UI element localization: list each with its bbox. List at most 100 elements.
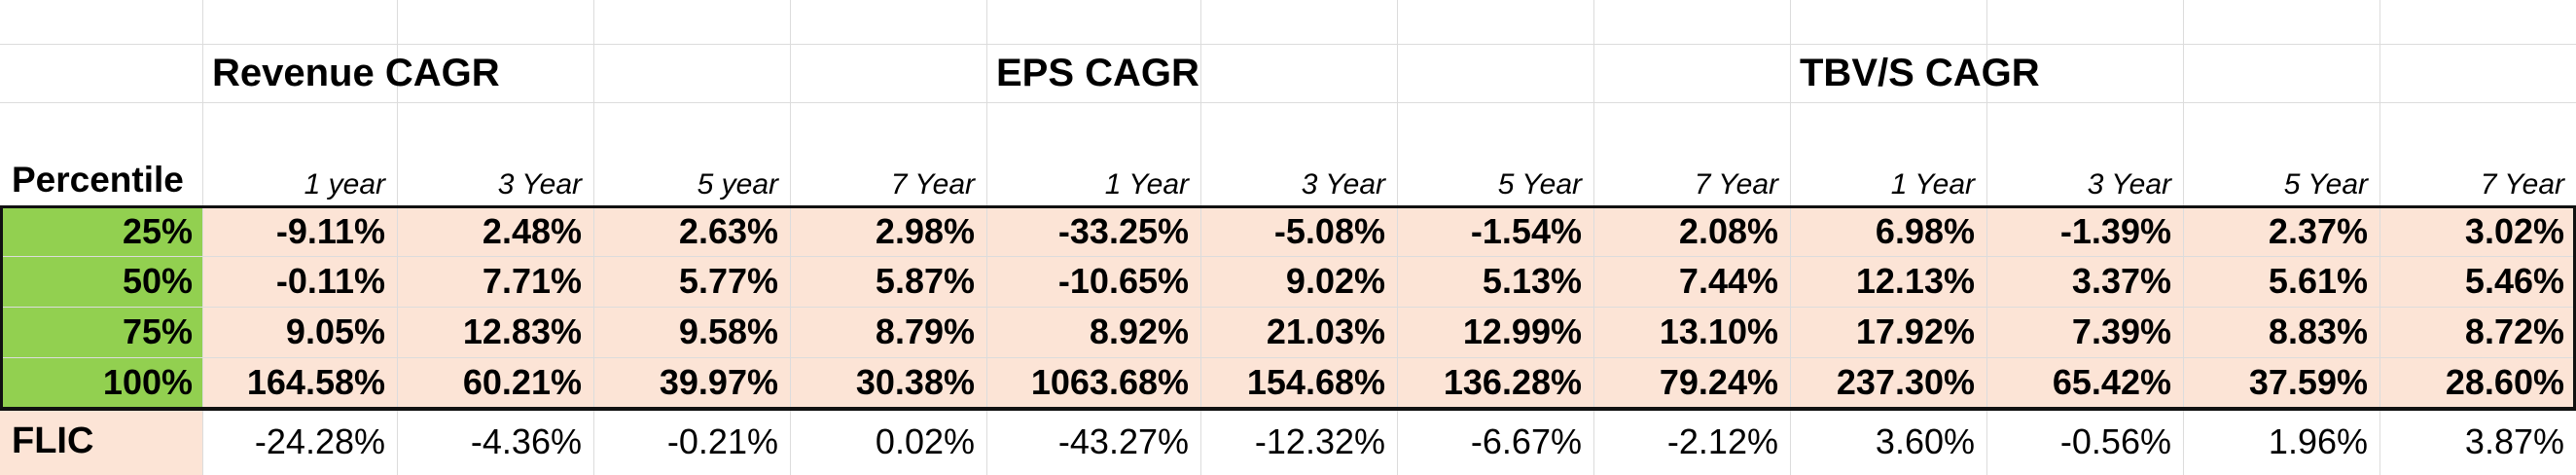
column-header[interactable]: 5 year [697,168,778,201]
column-header[interactable]: 1 Year [1890,168,1975,201]
grid-col-line [1790,0,1791,475]
table-cell[interactable]: 39.97% [659,362,778,402]
grid-col-line [986,0,987,475]
column-header[interactable]: 3 Year [497,168,582,201]
column-header[interactable]: 1 year [304,168,385,201]
table-cell[interactable]: 12.99% [1462,311,1582,351]
table-cell[interactable]: 5.13% [1482,261,1582,301]
table-cell[interactable]: 5.77% [678,261,778,301]
flic-cell[interactable]: -4.36% [470,421,582,461]
grid-col-line [1986,0,1987,475]
table-cell[interactable]: 7.39% [2071,311,2171,351]
percentile-label[interactable]: 100% [102,362,193,402]
flic-cell[interactable]: 3.87% [2464,421,2564,461]
table-cell[interactable]: 37.59% [2248,362,2368,402]
table-cell[interactable]: 5.46% [2464,261,2564,301]
column-header[interactable]: 5 Year [2283,168,2368,201]
table-cell[interactable]: 2.63% [678,211,778,251]
table-cell[interactable]: 5.61% [2268,261,2368,301]
grid-row-line [0,307,2576,308]
table-cell[interactable]: 28.60% [2445,362,2564,402]
column-header[interactable]: 5 Year [1497,168,1582,201]
flic-label-fill [0,408,202,475]
table-cell[interactable]: 2.37% [2268,211,2368,251]
grid-col-line [2379,0,2380,475]
table-cell[interactable]: -33.25% [1057,211,1189,251]
table-cell[interactable]: 8.72% [2464,311,2564,351]
flic-cell[interactable]: 1.96% [2268,421,2368,461]
table-cell[interactable]: 5.87% [875,261,975,301]
table-cell[interactable]: 136.28% [1443,362,1582,402]
table-cell[interactable]: 2.08% [1678,211,1778,251]
table-cell[interactable]: 12.13% [1855,261,1975,301]
grid-col-line [1593,0,1594,475]
flic-cell[interactable]: -6.67% [1470,421,1582,461]
table-cell[interactable]: 12.83% [462,311,582,351]
percentile-label[interactable]: 50% [122,261,193,301]
group-title-revenue: Revenue CAGR [212,52,500,94]
table-cell[interactable]: 164.58% [246,362,385,402]
table-cell[interactable]: -9.11% [275,211,385,251]
column-header[interactable]: 3 Year [2087,168,2171,201]
grid-col-line [593,0,594,475]
flic-cell[interactable]: -0.21% [666,421,778,461]
table-cell[interactable]: 7.71% [482,261,582,301]
table-cell[interactable]: 7.44% [1678,261,1778,301]
table-cell[interactable]: -5.08% [1273,211,1385,251]
table-cell[interactable]: -1.54% [1470,211,1582,251]
table-cell[interactable]: 9.02% [1285,261,1385,301]
column-header[interactable]: 7 Year [890,168,975,201]
table-cell[interactable]: 65.42% [2052,362,2171,402]
table-cell[interactable]: 13.10% [1659,311,1778,351]
table-cell[interactable]: 8.83% [2268,311,2368,351]
table-cell[interactable]: 9.58% [678,311,778,351]
percentile-label[interactable]: 75% [122,311,193,351]
table-cell[interactable]: 2.48% [482,211,582,251]
table-cell[interactable]: 60.21% [462,362,582,402]
table-cell[interactable]: 3.37% [2071,261,2171,301]
table-cell[interactable]: 1063.68% [1030,362,1189,402]
flic-cell[interactable]: -43.27% [1057,421,1189,461]
grid-col-line [790,0,791,475]
table-cell[interactable]: 6.98% [1875,211,1975,251]
group-title-tbv: TBV/S CAGR [1800,52,2040,94]
flic-separator [0,407,2576,411]
table-cell[interactable]: 154.68% [1246,362,1385,402]
flic-cell[interactable]: -12.32% [1254,421,1385,461]
table-cell[interactable]: 17.92% [1855,311,1975,351]
flic-cell[interactable]: 0.02% [875,421,975,461]
flic-cell[interactable]: 3.60% [1875,421,1975,461]
grid-col-line [202,0,203,475]
grid-row-line [0,102,2576,103]
table-cell[interactable]: 8.79% [875,311,975,351]
grid-col-line [2183,0,2184,475]
percentile-label[interactable]: 25% [122,211,193,251]
table-cell[interactable]: -0.11% [275,261,385,301]
grid-col-line [1397,0,1398,475]
grid-col-line [397,0,398,475]
grid-row-line [0,256,2576,257]
group-title-eps: EPS CAGR [996,52,1199,94]
column-header[interactable]: 1 Year [1104,168,1189,201]
flic-cell[interactable]: -2.12% [1666,421,1778,461]
table-cell[interactable]: 79.24% [1659,362,1778,402]
percentile-header: Percentile [12,160,184,200]
flic-label[interactable]: FLIC [12,420,94,461]
column-header[interactable]: 3 Year [1301,168,1385,201]
table-cell[interactable]: 21.03% [1266,311,1385,351]
column-header[interactable]: 7 Year [1694,168,1778,201]
table-cell[interactable]: -10.65% [1057,261,1189,301]
table-cell[interactable]: 8.92% [1089,311,1189,351]
flic-cell[interactable]: -24.28% [254,421,385,461]
table-cell[interactable]: -1.39% [2059,211,2171,251]
table-cell[interactable]: 237.30% [1836,362,1975,402]
table-cell[interactable]: 9.05% [285,311,385,351]
grid-row-line [0,44,2576,45]
table-cell[interactable]: 3.02% [2464,211,2564,251]
flic-cell[interactable]: -0.56% [2059,421,2171,461]
table-cell[interactable]: 30.38% [855,362,975,402]
column-header[interactable]: 7 Year [2480,168,2564,201]
grid-col-line [1200,0,1201,475]
table-cell[interactable]: 2.98% [875,211,975,251]
